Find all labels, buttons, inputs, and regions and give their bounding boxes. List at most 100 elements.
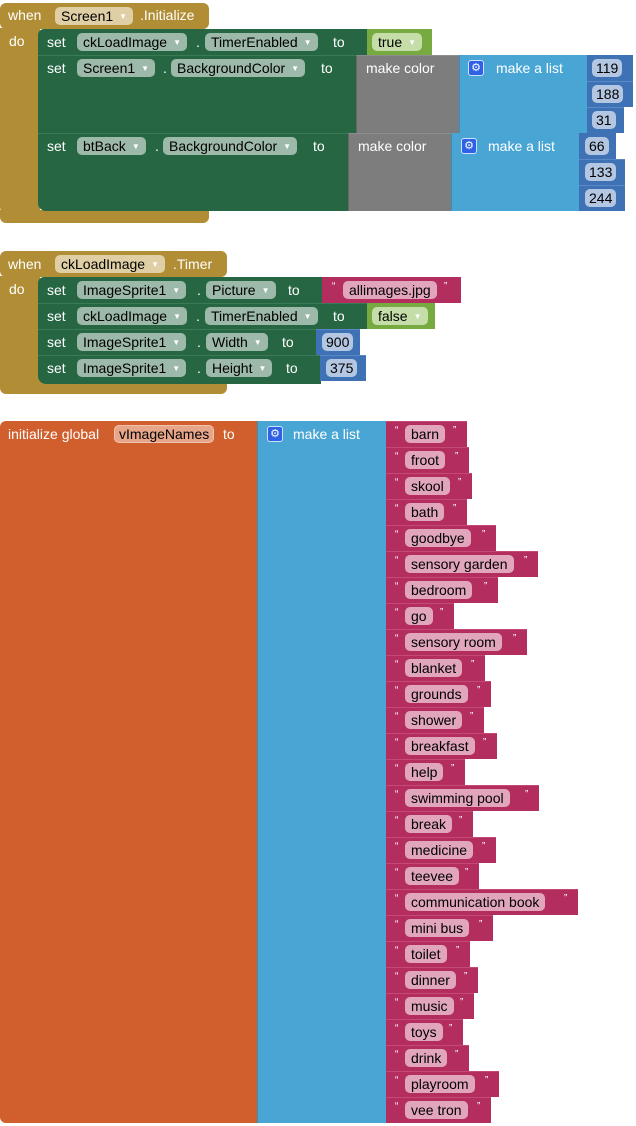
open-quote-icon: “	[395, 737, 399, 748]
property-dropdown[interactable]: TimerEnabled ▼	[205, 33, 318, 51]
property-dropdown[interactable]: TimerEnabled ▼	[205, 307, 318, 325]
close-quote-icon: ”	[471, 659, 475, 670]
text-field[interactable]: bedroom	[405, 581, 473, 599]
open-quote-icon: “	[395, 893, 399, 904]
set-label: set	[47, 308, 66, 324]
text-field[interactable]: blanket	[405, 659, 463, 677]
text-field[interactable]: teevee	[405, 867, 460, 885]
text-field[interactable]: break	[405, 815, 453, 833]
variable-name-field[interactable]: vImageNames	[114, 425, 215, 443]
number-field[interactable]: 188	[592, 85, 624, 103]
chevron-down-icon: ▼	[173, 312, 181, 321]
property-dropdown[interactable]: Height ▼	[206, 359, 273, 377]
text-field[interactable]: bath	[405, 503, 445, 521]
close-quote-icon: ”	[440, 607, 444, 618]
make-list-label: make a list	[496, 60, 563, 76]
to-label: to	[313, 138, 325, 154]
chevron-down-icon: ▼	[253, 338, 262, 347]
text-field[interactable]: skool	[405, 477, 450, 495]
make-color-block[interactable]	[348, 133, 452, 211]
event-name: .Timer	[173, 256, 213, 272]
open-quote-icon: “	[395, 1101, 399, 1112]
number-field[interactable]: 375	[326, 359, 358, 377]
make-color-block[interactable]	[356, 55, 460, 133]
text-field[interactable]: communication book	[405, 893, 546, 911]
chevron-down-icon: ▼	[173, 38, 181, 47]
number-field[interactable]: 133	[585, 163, 617, 181]
component-dropdown[interactable]: ckLoadImage ▼	[55, 255, 165, 273]
chevron-down-icon: ▼	[258, 364, 267, 373]
number-field[interactable]: 31	[592, 111, 616, 129]
text-field[interactable]: shower	[405, 711, 463, 729]
property-name: BackgroundColor	[169, 138, 278, 154]
component-dropdown[interactable]: ckLoadImage ▼	[77, 307, 187, 325]
property-name: BackgroundColor	[177, 60, 286, 76]
boolean-dropdown[interactable]: true ▼	[372, 33, 423, 51]
text-field[interactable]: toys	[405, 1023, 443, 1041]
gear-icon[interactable]: ⚙	[461, 138, 477, 154]
property-dropdown[interactable]: BackgroundColor ▼	[163, 137, 298, 155]
text-field[interactable]: medicine	[405, 841, 474, 859]
text-field[interactable]: sensory garden	[405, 555, 514, 573]
event-footer	[0, 381, 227, 394]
property-dropdown[interactable]: Width ▼	[206, 333, 268, 351]
text-field[interactable]: mini bus	[405, 919, 470, 937]
property-dropdown[interactable]: Picture ▼	[206, 281, 276, 299]
text-field[interactable]: allimages.jpg	[343, 281, 437, 299]
chevron-down-icon: ▼	[172, 338, 181, 347]
text-field[interactable]: music	[405, 997, 454, 1015]
text-field[interactable]: drink	[405, 1049, 448, 1067]
close-quote-icon: ”	[564, 893, 568, 904]
component-dropdown[interactable]: Screen1 ▼	[77, 59, 156, 77]
open-quote-icon: “	[395, 1049, 399, 1060]
text-field[interactable]: go	[405, 607, 433, 625]
text-field[interactable]: grounds	[405, 685, 468, 703]
text-field[interactable]: playroom	[405, 1075, 475, 1093]
number-field[interactable]: 119	[592, 59, 623, 77]
component-dropdown[interactable]: ImageSprite1 ▼	[77, 359, 187, 377]
boolean-dropdown[interactable]: false ▼	[372, 307, 428, 325]
initialize-global-block[interactable]	[0, 421, 258, 1123]
component-name: ImageSprite1	[83, 360, 167, 376]
when-label: when	[8, 7, 42, 23]
text-field[interactable]: barn	[405, 425, 446, 443]
open-quote-icon: “	[395, 815, 399, 826]
close-quote-icon: ”	[513, 633, 517, 644]
close-quote-icon: ”	[525, 789, 529, 800]
text-field[interactable]: vee tron	[405, 1101, 468, 1119]
open-quote-icon: “	[395, 841, 399, 852]
dot-label: .	[197, 282, 201, 298]
text-field[interactable]: goodbye	[405, 529, 471, 547]
dot-label: .	[197, 334, 201, 350]
component-dropdown[interactable]: ckLoadImage ▼	[77, 33, 187, 51]
chevron-down-icon: ▼	[303, 312, 312, 321]
text-field[interactable]: swimming pool	[405, 789, 510, 807]
boolean-value: false	[378, 308, 408, 324]
gear-icon[interactable]: ⚙	[468, 60, 484, 76]
set-label: set	[47, 282, 66, 298]
number-field[interactable]: 66	[585, 137, 609, 155]
text-field[interactable]: help	[405, 763, 444, 781]
text-field[interactable]: breakfast	[405, 737, 475, 755]
component-dropdown[interactable]: ImageSprite1 ▼	[77, 333, 187, 351]
text-field[interactable]: toilet	[405, 945, 447, 963]
text-field[interactable]: dinner	[405, 971, 456, 989]
gear-icon[interactable]: ⚙	[267, 426, 283, 442]
property-dropdown[interactable]: BackgroundColor ▼	[171, 59, 306, 77]
close-quote-icon: ”	[477, 1101, 481, 1112]
component-dropdown[interactable]: btBack ▼	[77, 137, 146, 155]
close-quote-icon: ”	[524, 555, 528, 566]
number-field[interactable]: 244	[585, 189, 617, 207]
close-quote-icon: ”	[483, 737, 487, 748]
text-field[interactable]: froot	[405, 451, 446, 469]
number-field[interactable]: 900	[322, 333, 354, 351]
text-field[interactable]: sensory room	[405, 633, 502, 651]
close-quote-icon: ”	[484, 581, 488, 592]
open-quote-icon: “	[395, 451, 399, 462]
component-dropdown[interactable]: Screen1 ▼	[55, 7, 134, 25]
chevron-down-icon: ▼	[119, 12, 128, 21]
open-quote-icon: “	[395, 529, 399, 540]
event-footer	[0, 210, 209, 223]
component-dropdown[interactable]: ImageSprite1 ▼	[77, 281, 187, 299]
make-list-block[interactable]	[257, 421, 386, 1123]
